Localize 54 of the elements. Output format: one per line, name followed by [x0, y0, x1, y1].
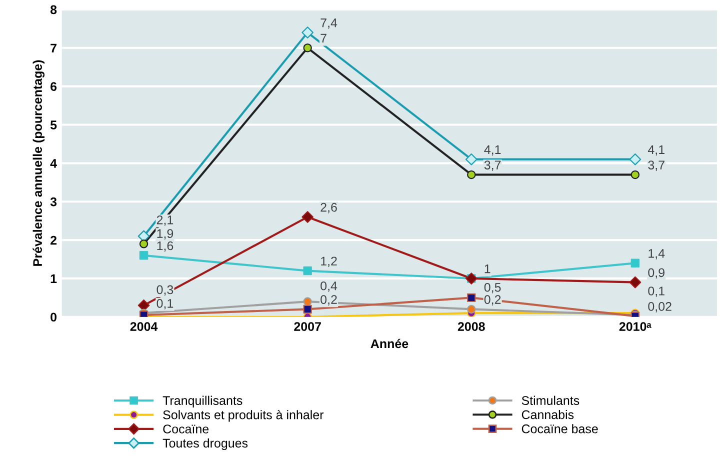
- legend-label: Tranquillisants: [162, 396, 242, 408]
- data-label: 0,1: [648, 286, 664, 297]
- x-tick-label: 2010ᵃ: [619, 322, 652, 331]
- data-label: 1,6: [157, 241, 174, 252]
- data-label: 3,7: [648, 160, 664, 171]
- data-label: 0,1: [156, 298, 174, 310]
- data-label: 3,7: [484, 160, 501, 171]
- data-label: 2,6: [320, 202, 337, 214]
- data-label: 4,1: [648, 145, 664, 156]
- y-tick-label: 5: [50, 120, 57, 130]
- point: [302, 26, 314, 38]
- point: [139, 251, 148, 260]
- data-label: 0,3: [156, 285, 174, 296]
- data-label: 1,9: [157, 229, 174, 240]
- data-label: 0,02: [648, 302, 672, 312]
- data-label: 2,1: [156, 215, 174, 226]
- data-label: 1,4: [648, 249, 665, 260]
- legend-label: Toutes drogues: [162, 438, 248, 450]
- y-tick-label: 8: [50, 5, 57, 14]
- data-label: 0,5: [484, 282, 501, 294]
- data-label: 0,4: [320, 281, 338, 292]
- point: [630, 258, 640, 268]
- data-label: 0,9: [648, 268, 664, 279]
- x-tick-label: 2004: [130, 322, 158, 331]
- x-tick-label: 2007: [294, 322, 321, 331]
- legend-label: Cocaïne: [163, 424, 209, 434]
- y-tick-label: 1: [50, 274, 57, 284]
- point: [303, 266, 312, 276]
- data-label: 1,2: [321, 256, 337, 268]
- y-tick-label: 2: [50, 236, 57, 245]
- data-label: 4,1: [484, 145, 501, 156]
- legend-label: Cocaïne base: [522, 424, 598, 434]
- legend-label: Cannabis: [522, 410, 574, 420]
- y-axis-title: Prévalence annuelle (pourcentage): [32, 60, 45, 266]
- legend-label: Solvants et produits à inhaler: [163, 410, 324, 422]
- y-tick-label: 7: [50, 44, 56, 52]
- point: [465, 153, 478, 166]
- x-axis-title: Année: [370, 338, 408, 348]
- data-label: 7,4: [320, 18, 338, 29]
- data-label: 0,2: [484, 295, 501, 306]
- data-label: 7: [320, 34, 326, 43]
- y-tick-label: 0: [50, 312, 57, 322]
- point: [629, 276, 642, 288]
- y-tick-label: 4: [50, 159, 57, 168]
- point: [303, 304, 312, 314]
- data-label: 1: [484, 264, 490, 274]
- y-tick-label: 6: [50, 82, 57, 91]
- y-tick-label: 3: [50, 197, 57, 206]
- legend-label: Stimulants: [522, 396, 580, 405]
- point: [629, 153, 642, 166]
- data-label: 0,2: [320, 295, 337, 306]
- x-tick-label: 2008: [458, 322, 485, 331]
- point: [302, 211, 314, 223]
- point: [467, 293, 476, 302]
